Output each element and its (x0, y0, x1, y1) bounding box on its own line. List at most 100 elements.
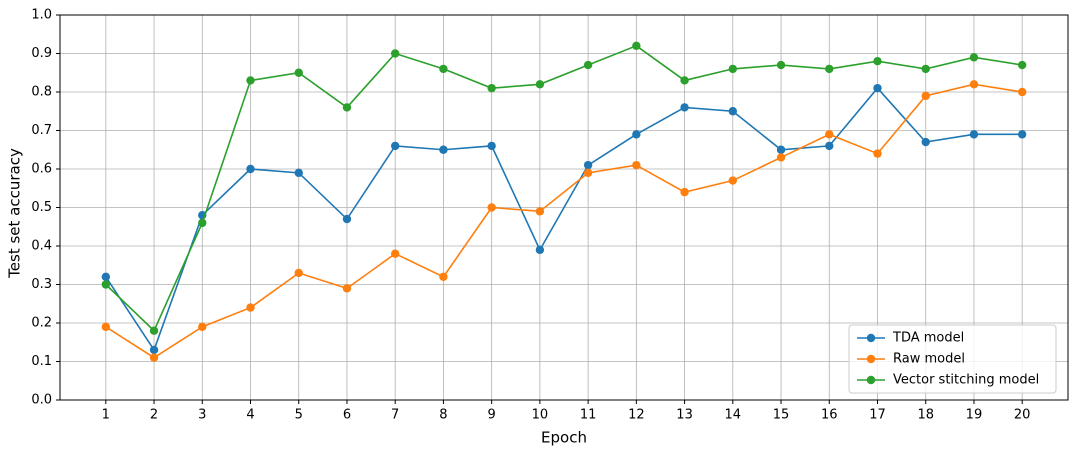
x-tick-label: 8 (439, 408, 447, 423)
data-point (390, 141, 400, 151)
data-point (342, 214, 352, 224)
x-tick-label: 14 (725, 408, 742, 423)
data-point (439, 272, 448, 281)
data-point (921, 64, 930, 74)
data-point (487, 141, 496, 151)
data-point (583, 160, 593, 170)
y-tick-label: 0.3 (31, 277, 52, 292)
data-point (101, 272, 111, 281)
x-tick-label: 13 (676, 408, 693, 423)
y-tick-label: 0.6 (31, 162, 52, 177)
legend-marker (866, 354, 876, 364)
x-tick-label: 17 (869, 408, 886, 423)
legend-label: TDA model (892, 331, 964, 346)
data-point (390, 49, 400, 58)
series-line (105, 83, 1023, 359)
data-point (342, 103, 352, 112)
data-point (294, 68, 303, 77)
data-point (776, 145, 786, 154)
data-point (1017, 130, 1027, 139)
series-line (105, 86, 1023, 352)
data-point (294, 268, 303, 278)
y-tick-label: 0.8 (31, 85, 52, 100)
data-point (632, 41, 641, 50)
data-point (969, 53, 979, 62)
x-tick-label: 19 (966, 408, 983, 423)
data-point (680, 76, 689, 85)
data-point (873, 83, 882, 93)
data-point (149, 353, 159, 362)
x-tick-label: 7 (391, 408, 399, 423)
data-point (535, 207, 545, 216)
y-tick-label: 0.4 (31, 239, 52, 254)
data-point (632, 130, 641, 139)
legend: TDA model Raw model Vector stitching model (848, 324, 1057, 394)
x-tick-label: 3 (198, 408, 206, 423)
data-point (825, 130, 834, 139)
legend-marker (866, 375, 876, 385)
x-tick-label: 1 (102, 408, 110, 423)
x-tick-label: 20 (1014, 408, 1031, 423)
x-tick-label: 6 (343, 408, 351, 423)
plot-frame (59, 14, 1069, 401)
data-point (632, 160, 641, 170)
y-axis-label: Test set accuracy (6, 148, 24, 279)
data-point (776, 60, 786, 70)
data-point (342, 284, 352, 293)
x-tick-label: 16 (821, 408, 838, 423)
x-tick-label: 4 (246, 408, 254, 423)
data-point (1017, 87, 1027, 97)
y-tick-label: 0.1 (31, 354, 52, 369)
x-tick-label: 10 (532, 408, 549, 423)
x-tick-label: 5 (295, 408, 303, 423)
data-point (198, 218, 207, 228)
data-point (294, 168, 303, 178)
data-point (149, 326, 159, 335)
data-point (680, 103, 689, 112)
legend-label: Raw model (893, 352, 965, 367)
x-tick-label: 18 (917, 408, 934, 423)
data-point (390, 249, 400, 258)
data-point (246, 303, 255, 312)
data-point (583, 168, 593, 178)
y-tick-label: 0.2 (31, 316, 52, 331)
legend-marker (866, 333, 876, 343)
x-tick-label: 12 (628, 408, 645, 423)
data-point (149, 345, 159, 355)
data-point (535, 245, 545, 255)
y-tick-label: 0.9 (31, 46, 52, 61)
data-point (728, 64, 738, 74)
data-point (439, 145, 448, 154)
y-tick-label: 1.0 (31, 8, 52, 23)
y-tick-label: 0.0 (31, 393, 52, 408)
data-point (101, 322, 111, 332)
data-point (921, 91, 930, 101)
data-point (246, 164, 255, 174)
data-point (825, 141, 834, 151)
data-point (487, 203, 496, 212)
data-point (969, 130, 979, 139)
data-point (1017, 60, 1027, 70)
data-point (728, 107, 738, 116)
y-tick-label: 0.7 (31, 123, 52, 138)
data-point (921, 137, 930, 147)
data-point (439, 64, 448, 74)
data-point (728, 176, 738, 185)
data-point (969, 80, 979, 89)
legend-label: Vector stitching model (893, 373, 1039, 388)
series-line (105, 44, 1023, 333)
data-point (776, 153, 786, 162)
data-point (198, 322, 207, 332)
data-point (583, 60, 593, 70)
data-point (487, 83, 496, 93)
data-point (680, 187, 689, 197)
x-axis-label: Epoch (541, 429, 587, 447)
data-point (246, 76, 255, 85)
data-point (873, 149, 882, 158)
data-point (101, 280, 111, 289)
x-tick-label: 15 (773, 408, 790, 423)
y-tick-label: 0.5 (31, 200, 52, 215)
x-tick-label: 11 (580, 408, 597, 423)
